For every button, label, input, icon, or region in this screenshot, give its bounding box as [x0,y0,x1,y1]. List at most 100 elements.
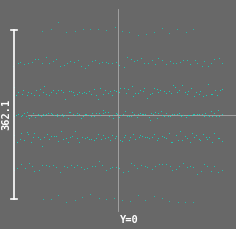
Point [40,164,44,167]
Point [68,110,72,114]
Point [120,139,123,143]
Point [127,114,131,117]
Point [137,136,140,139]
Point [185,30,188,34]
Point [60,112,64,116]
Point [33,116,36,119]
Point [86,166,89,169]
Point [23,166,27,170]
Point [14,113,17,117]
Point [184,115,188,118]
Point [81,114,84,118]
Point [150,136,153,139]
Point [158,89,162,92]
Point [167,199,171,203]
Point [213,88,217,92]
Point [215,93,219,97]
Point [216,136,219,140]
Point [51,112,54,116]
Point [49,198,53,201]
Point [47,93,51,96]
Point [29,92,33,95]
Point [130,85,133,88]
Point [127,138,131,142]
Point [139,56,143,60]
Point [205,164,209,167]
Point [44,93,48,96]
Point [84,91,88,95]
Point [61,114,65,118]
Point [111,116,115,120]
Point [117,90,121,94]
Point [171,112,174,115]
Point [197,137,201,141]
Point [58,114,62,117]
Point [15,166,19,170]
Point [175,90,179,94]
Point [183,200,187,204]
Point [195,112,199,115]
Point [135,58,139,62]
Point [138,89,142,92]
Point [52,134,56,138]
Point [207,114,211,118]
Point [56,88,60,92]
Point [198,90,202,93]
Point [220,139,224,143]
Point [192,136,196,139]
Point [122,86,126,89]
Point [108,89,111,92]
Point [26,61,30,65]
Point [183,90,187,94]
Point [45,56,48,59]
Point [51,59,55,63]
Point [13,133,16,136]
Point [120,199,124,202]
Point [187,113,191,117]
Point [29,114,33,118]
Point [73,199,76,202]
Point [12,86,16,89]
Point [201,132,204,136]
Point [125,55,129,59]
Point [37,168,41,172]
Point [136,33,140,37]
Point [206,137,209,141]
Point [101,92,105,96]
Point [103,89,107,92]
Point [177,88,181,91]
Point [131,132,135,136]
Point [185,93,189,96]
Point [75,93,79,96]
Point [129,161,133,165]
Point [13,114,16,118]
Point [65,61,68,65]
Point [176,138,179,142]
Point [162,114,166,118]
Point [90,59,93,63]
Point [160,59,164,62]
Point [106,91,110,95]
Point [49,90,53,94]
Point [112,88,116,92]
Point [36,112,39,115]
Point [212,111,215,115]
Point [140,134,144,138]
Point [191,112,195,116]
Point [220,61,224,64]
Point [33,170,36,173]
Point [114,135,118,138]
Point [31,112,35,115]
Point [51,88,55,92]
Point [111,113,115,117]
Point [213,57,216,61]
Point [195,61,199,65]
Point [49,27,53,30]
Point [132,59,136,63]
Point [159,109,163,113]
Point [100,163,104,166]
Point [93,58,97,62]
Point [56,21,60,24]
Point [217,114,221,118]
Point [177,164,181,167]
